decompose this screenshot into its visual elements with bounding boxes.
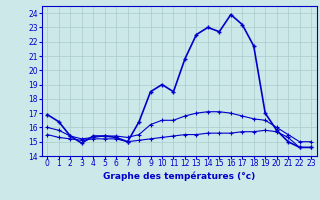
- X-axis label: Graphe des températures (°c): Graphe des températures (°c): [103, 171, 255, 181]
